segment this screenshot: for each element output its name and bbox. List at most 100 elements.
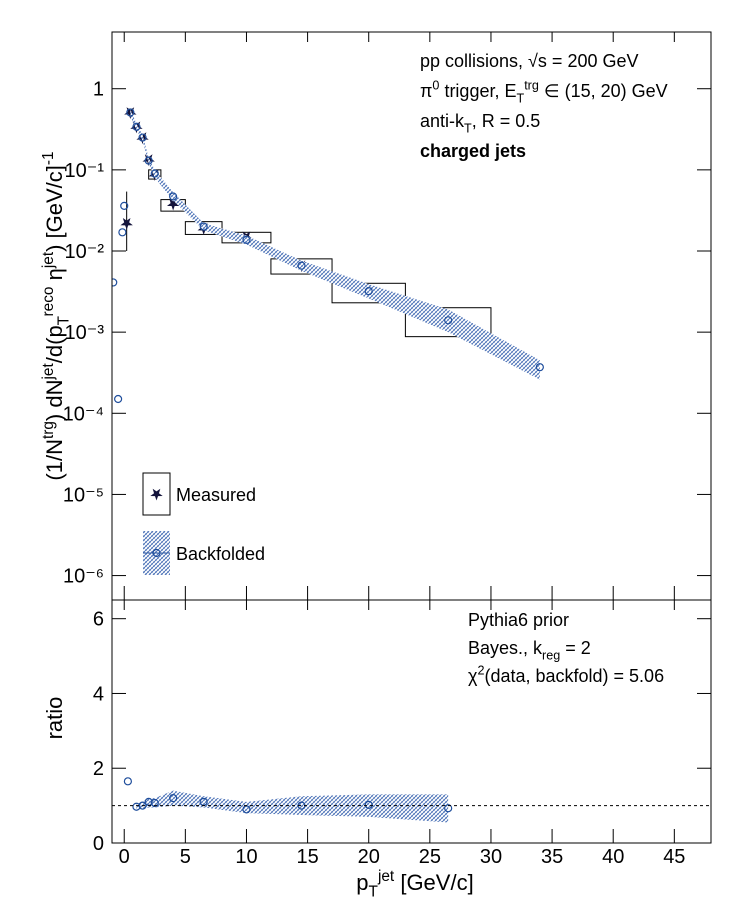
text-segment: [GeV/c]	[394, 870, 473, 895]
text-segment: 0	[432, 78, 439, 92]
marker-star	[166, 198, 180, 211]
marker-circle	[444, 804, 453, 813]
x-tick-label: 45	[663, 846, 685, 868]
text-segment: trg	[524, 78, 539, 92]
text-segment: pp collisions, √s = 200 GeV	[420, 51, 639, 71]
annotation: χ2(data, backfold) = 5.06	[468, 663, 664, 686]
text-segment: ) dN	[42, 380, 67, 422]
text-segment: reco	[40, 287, 57, 317]
marker-circle	[444, 316, 453, 325]
systematic-box	[331, 282, 406, 304]
marker-circle	[364, 800, 373, 809]
systematic-box	[404, 307, 492, 338]
text-segment: charged jets	[420, 141, 526, 161]
marker-circle	[144, 156, 153, 165]
legend-marker	[150, 488, 163, 501]
y-tick-label: 4	[93, 683, 104, 705]
y-tick-label: 10⁻⁵	[63, 484, 104, 506]
marker-circle	[123, 777, 132, 786]
text-segment: Pythia6 prior	[468, 610, 569, 630]
marker-circle	[132, 122, 141, 131]
x-tick-label: 5	[180, 846, 191, 868]
text-segment: (data, backfold) = 5.06	[484, 666, 664, 686]
text-segment: anti-k	[420, 111, 465, 131]
annotation: Bayes., kreg = 2	[468, 638, 591, 662]
x-tick-label: 40	[602, 846, 624, 868]
text-segment: ∈ (15, 20) GeV	[539, 81, 668, 101]
annotation: charged jets	[420, 141, 526, 161]
marker-circle	[138, 801, 147, 810]
y-tick-label: 0	[93, 833, 104, 855]
legend-marker	[152, 548, 161, 558]
marker-circle	[120, 201, 129, 210]
marker-circle	[150, 798, 159, 808]
y-tick-label: 6	[93, 609, 104, 631]
frame	[111, 599, 712, 844]
text-segment: T	[56, 315, 73, 325]
x-tick-label: 10	[235, 846, 257, 868]
text-segment: reg	[542, 648, 560, 662]
text-segment: χ	[468, 666, 478, 686]
marker-star	[124, 107, 137, 119]
annotation: Pythia6 prior	[468, 610, 569, 630]
legend-box	[142, 472, 171, 516]
text-segment: Bayes., k	[468, 638, 543, 658]
x-tick-label: 25	[419, 846, 441, 868]
y-tick-label: 10⁻⁶	[63, 566, 104, 588]
text-segment: , R = 0.5	[472, 111, 541, 131]
y-tick-label: 10⁻⁴	[63, 403, 104, 425]
text-segment: T	[516, 91, 524, 105]
plot-area	[123, 777, 453, 823]
marker-circle	[132, 802, 141, 811]
y-tick-label: 10⁻²	[65, 241, 105, 263]
y-tick-label: 10⁻³	[65, 322, 105, 344]
marker-circle	[364, 287, 373, 296]
text-segment: trg	[40, 421, 57, 439]
text-segment: trigger, E	[439, 81, 516, 101]
text-segment: p	[356, 870, 368, 895]
x-axis-label: pTjet [GeV/c]	[356, 868, 473, 901]
marker-circle	[169, 794, 178, 803]
text-segment: 2	[477, 663, 484, 677]
y-axis-label: (1/Ntrg) dNjet/d(pTreco ηjet) [GeV/c]-1	[40, 151, 73, 480]
systematic-box	[270, 258, 333, 275]
y-tick-label: 10⁻¹	[65, 160, 105, 182]
marker-circle	[535, 363, 544, 372]
marker-circle	[199, 222, 208, 231]
y-axis-label: ratio	[42, 697, 67, 740]
legend-label: Measured	[176, 485, 256, 505]
text-segment: jet	[40, 363, 57, 381]
x-tick-label: 20	[358, 846, 380, 868]
plot-area	[112, 107, 544, 404]
legend-label: Backfolded	[176, 544, 265, 564]
marker-circle	[242, 235, 251, 245]
annotation: pp collisions, √s = 200 GeV	[420, 51, 639, 71]
text-segment: jet	[377, 868, 395, 885]
y-tick-label: 2	[93, 758, 104, 780]
marker-circle	[297, 261, 306, 270]
marker-circle	[126, 108, 135, 117]
x-tick-label: 35	[541, 846, 563, 868]
annotation: π0 trigger, ETtrg ∈ (15, 20) GeV	[420, 78, 668, 105]
text-segment: π	[420, 81, 432, 101]
marker-circle	[150, 169, 159, 178]
x-tick-label: 0	[119, 846, 130, 868]
text-segment: T	[369, 884, 379, 901]
text-segment: = 2	[560, 638, 591, 658]
text-segment: /d(p	[42, 325, 67, 363]
x-tick-label: 30	[480, 846, 502, 868]
text-segment: jet	[40, 251, 57, 269]
marker-circle	[138, 133, 147, 142]
marker-circle	[114, 394, 123, 404]
uncertainty-band	[136, 790, 449, 823]
text-segment: ) [GeV/c]	[42, 165, 67, 252]
marker-star	[120, 217, 133, 230]
marker-circle	[112, 278, 118, 287]
marker-circle	[169, 192, 178, 201]
annotation: anti-kT, R = 0.5	[420, 111, 540, 135]
y-tick-label: 1	[93, 79, 104, 101]
marker-circle	[118, 228, 127, 237]
